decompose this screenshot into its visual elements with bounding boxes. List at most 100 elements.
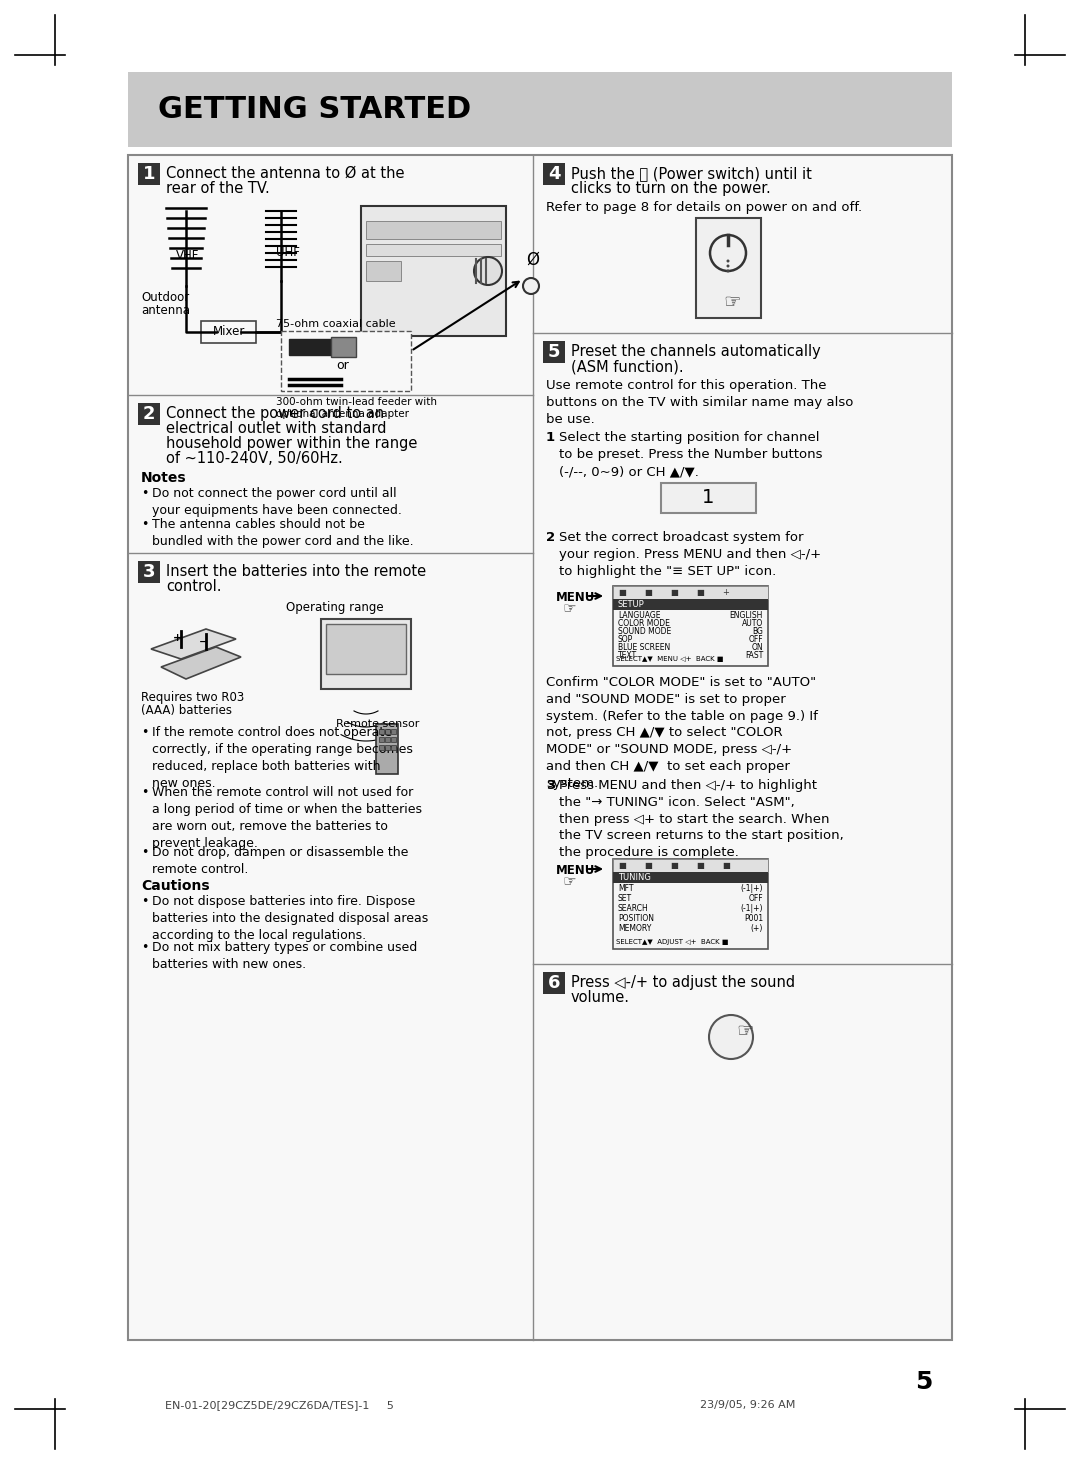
- Text: ■: ■: [696, 589, 704, 597]
- Bar: [138, 561, 160, 583]
- Text: Remote sensor: Remote sensor: [336, 719, 419, 729]
- Text: LANGUAGE: LANGUAGE: [618, 610, 661, 619]
- Text: TUNING: TUNING: [618, 873, 651, 881]
- Text: UHF: UHF: [276, 246, 300, 259]
- Bar: [384, 736, 390, 742]
- Circle shape: [474, 258, 502, 285]
- Bar: [326, 624, 406, 673]
- Text: SETUP: SETUP: [618, 600, 645, 609]
- Text: Use remote control for this operation. The
buttons on the TV with similar name m: Use remote control for this operation. T…: [546, 379, 853, 426]
- Text: ■: ■: [723, 861, 730, 870]
- Text: MEMORY: MEMORY: [618, 924, 651, 933]
- Text: of ~110-240V, 50/60Hz.: of ~110-240V, 50/60Hz.: [166, 451, 342, 466]
- Text: P001: P001: [744, 914, 762, 922]
- Text: volume.: volume.: [571, 990, 630, 1004]
- Text: 3: 3: [143, 564, 156, 581]
- Text: (+): (+): [751, 924, 762, 933]
- Bar: [391, 729, 396, 733]
- Text: (AAA) batteries: (AAA) batteries: [141, 704, 232, 717]
- Circle shape: [708, 1015, 753, 1058]
- Bar: [613, 859, 768, 949]
- Text: Ø: Ø: [526, 250, 539, 269]
- Text: Push the ⓪ (Power switch) until it: Push the ⓪ (Power switch) until it: [571, 165, 812, 182]
- Text: 5: 5: [915, 1370, 932, 1394]
- Text: BG: BG: [752, 627, 762, 635]
- Text: (ASM function).: (ASM function).: [571, 359, 684, 373]
- Text: Outdoor: Outdoor: [141, 291, 189, 305]
- Text: (-1|+): (-1|+): [741, 884, 762, 893]
- Text: Confirm "COLOR MODE" is set to "AUTO"
and "SOUND MODE" is set to proper
system. : Confirm "COLOR MODE" is set to "AUTO" an…: [546, 676, 818, 789]
- Text: If the remote control does not operate
correctly, if the operating range becomes: If the remote control does not operate c…: [152, 726, 413, 791]
- Bar: [384, 745, 390, 750]
- Text: Operating range: Operating range: [286, 602, 383, 613]
- Bar: [543, 972, 565, 994]
- Circle shape: [727, 265, 729, 268]
- Text: Cautions: Cautions: [141, 878, 210, 893]
- Bar: [376, 725, 399, 774]
- Text: Do not drop, dampen or disassemble the
remote control.: Do not drop, dampen or disassemble the r…: [152, 846, 408, 875]
- Text: SEARCH: SEARCH: [618, 903, 649, 914]
- Text: MFT: MFT: [618, 884, 634, 893]
- Text: ☞: ☞: [563, 874, 577, 889]
- Bar: [379, 745, 384, 750]
- Text: 1: 1: [143, 165, 156, 183]
- Text: COLOR MODE: COLOR MODE: [618, 619, 670, 628]
- Bar: [543, 163, 565, 184]
- Text: ☞: ☞: [735, 1022, 754, 1041]
- Bar: [201, 321, 256, 343]
- Text: ■: ■: [644, 589, 652, 597]
- Text: 3: 3: [546, 779, 555, 792]
- Text: Connect the antenna to Ø at the: Connect the antenna to Ø at the: [166, 165, 405, 182]
- Text: −: −: [199, 637, 208, 647]
- Circle shape: [727, 269, 729, 272]
- Text: •: •: [141, 941, 148, 955]
- Text: Requires two R03: Requires two R03: [141, 691, 244, 704]
- Text: OFF: OFF: [748, 635, 762, 644]
- Text: antenna: antenna: [141, 305, 190, 318]
- Text: ■: ■: [696, 861, 704, 870]
- Text: MENU: MENU: [556, 864, 595, 877]
- Text: EN-01-20[29CZ5DE/29CZ6DA/TES]-1     5: EN-01-20[29CZ5DE/29CZ6DA/TES]-1 5: [165, 1400, 394, 1410]
- Text: SOUND MODE: SOUND MODE: [618, 627, 672, 635]
- Text: optional antenna adapter: optional antenna adapter: [276, 408, 409, 419]
- Text: or: or: [337, 359, 349, 372]
- Bar: [321, 619, 411, 690]
- Bar: [281, 331, 411, 391]
- Text: clicks to turn on the power.: clicks to turn on the power.: [571, 182, 771, 196]
- Bar: [366, 221, 501, 239]
- Text: 4: 4: [548, 165, 561, 183]
- Circle shape: [727, 259, 729, 262]
- Text: Insert the batteries into the remote: Insert the batteries into the remote: [166, 564, 427, 578]
- Circle shape: [523, 278, 539, 294]
- Text: control.: control.: [166, 578, 221, 594]
- Text: 2: 2: [546, 531, 555, 545]
- Text: rear of the TV.: rear of the TV.: [166, 182, 270, 196]
- Text: ■: ■: [618, 861, 626, 870]
- Text: MENU: MENU: [556, 591, 595, 605]
- Text: SELECT▲▼  MENU ◁+  BACK ■: SELECT▲▼ MENU ◁+ BACK ■: [616, 656, 724, 662]
- Text: 6: 6: [548, 974, 561, 993]
- Bar: [613, 859, 768, 873]
- Text: TEXT: TEXT: [618, 651, 637, 660]
- Text: electrical outlet with standard: electrical outlet with standard: [166, 422, 387, 436]
- Bar: [138, 403, 160, 425]
- Bar: [330, 337, 356, 357]
- Bar: [129, 72, 951, 146]
- Text: •: •: [141, 518, 148, 531]
- Text: 300-ohm twin-lead feeder with: 300-ohm twin-lead feeder with: [276, 397, 437, 407]
- Text: The antenna cables should not be
bundled with the power cord and the like.: The antenna cables should not be bundled…: [152, 518, 414, 548]
- Bar: [379, 729, 384, 733]
- Text: ON: ON: [752, 643, 762, 651]
- Bar: [289, 340, 334, 354]
- Text: 75-ohm coaxial cable: 75-ohm coaxial cable: [276, 319, 395, 329]
- Text: Notes: Notes: [141, 471, 187, 485]
- Text: GETTING STARTED: GETTING STARTED: [158, 95, 471, 124]
- Text: 2: 2: [143, 406, 156, 423]
- Bar: [366, 261, 401, 281]
- Text: •: •: [141, 726, 148, 739]
- Text: When the remote control will not used for
a long period of time or when the batt: When the remote control will not used fo…: [152, 786, 422, 851]
- Text: Preset the channels automatically: Preset the channels automatically: [571, 344, 821, 359]
- Bar: [696, 218, 761, 318]
- Text: •: •: [141, 846, 148, 859]
- Text: (-1|+): (-1|+): [741, 903, 762, 914]
